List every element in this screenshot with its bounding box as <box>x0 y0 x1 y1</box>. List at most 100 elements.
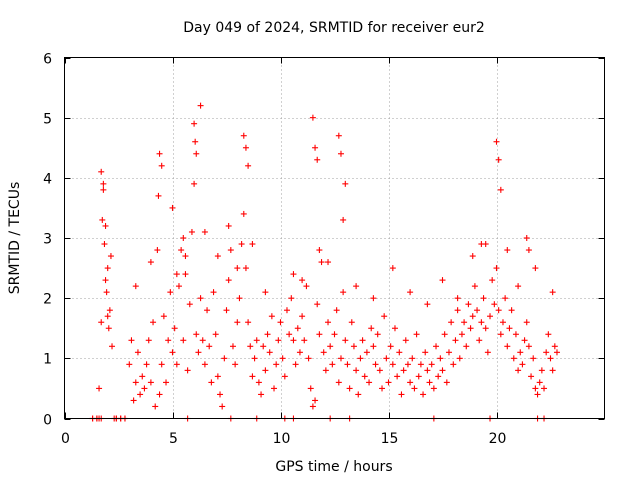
data-point <box>103 289 110 296</box>
data-point <box>106 307 113 314</box>
data-point <box>242 265 249 272</box>
data-point <box>109 343 116 350</box>
data-point <box>519 361 526 368</box>
data-point <box>214 373 221 380</box>
data-point <box>214 253 221 260</box>
data-point <box>104 265 111 272</box>
data-point <box>426 379 433 386</box>
data-point <box>169 349 176 356</box>
data-point <box>454 295 461 302</box>
x-tick-label: 15 <box>381 431 399 447</box>
data-point <box>301 337 308 344</box>
data-point <box>515 367 522 374</box>
data-point <box>385 379 392 386</box>
data-point <box>525 343 532 350</box>
data-point <box>355 391 362 398</box>
data-point <box>232 361 239 368</box>
data-point <box>197 295 204 302</box>
data-point <box>415 373 422 380</box>
data-point <box>305 355 312 362</box>
data-point <box>303 283 310 290</box>
data-point <box>277 319 284 326</box>
data-point <box>147 259 154 266</box>
data-point <box>523 235 530 241</box>
data-point <box>268 313 275 320</box>
data-point <box>437 355 444 362</box>
data-point <box>409 355 416 362</box>
data-point <box>435 373 442 380</box>
data-point <box>247 343 254 350</box>
data-point <box>363 349 370 356</box>
data-point <box>452 337 459 344</box>
data-point <box>340 216 347 223</box>
data-point <box>480 295 487 302</box>
data-point <box>128 337 135 344</box>
data-point <box>160 313 167 320</box>
data-point <box>521 337 528 344</box>
data-point <box>532 385 539 392</box>
data-point <box>400 367 407 374</box>
data-point <box>299 277 306 284</box>
data-point <box>98 168 105 175</box>
y-tick-label: 0 <box>43 413 52 429</box>
data-point <box>195 349 202 356</box>
data-point <box>508 307 515 314</box>
data-point <box>445 349 452 356</box>
data-point <box>242 144 249 151</box>
data-point <box>515 283 522 290</box>
data-point <box>361 373 368 380</box>
data-point <box>342 180 349 187</box>
data-point <box>240 210 247 217</box>
data-point <box>199 337 206 344</box>
data-point <box>156 391 163 398</box>
data-point <box>169 204 176 211</box>
data-point <box>394 373 401 380</box>
data-point <box>389 265 396 272</box>
data-point <box>495 156 502 163</box>
data-point <box>139 373 146 380</box>
data-point <box>292 361 299 368</box>
data-point <box>167 289 174 296</box>
data-point <box>549 289 556 296</box>
data-point <box>191 120 198 127</box>
y-tick-label: 3 <box>43 232 52 248</box>
data-point <box>188 228 195 235</box>
data-point <box>448 319 455 326</box>
data-point <box>443 379 450 386</box>
y-tick-label: 4 <box>43 172 52 188</box>
data-point <box>210 289 217 296</box>
data-point <box>422 349 429 356</box>
data-point <box>171 325 178 332</box>
data-point <box>236 295 243 302</box>
data-point <box>413 331 420 338</box>
x-tick-label: 0 <box>61 431 70 447</box>
data-point <box>350 343 357 350</box>
data-point <box>504 343 511 350</box>
data-point <box>245 162 252 169</box>
data-point <box>370 343 377 350</box>
data-point <box>180 235 187 241</box>
data-point <box>335 379 342 386</box>
data-point <box>260 343 267 350</box>
data-point <box>517 349 524 356</box>
data-point <box>238 241 245 248</box>
data-point <box>534 391 541 398</box>
data-point <box>331 331 338 338</box>
data-point <box>147 379 154 386</box>
data-point <box>532 265 539 272</box>
data-point <box>407 379 414 386</box>
data-point <box>541 385 548 392</box>
data-point <box>510 355 517 362</box>
data-point <box>208 379 215 386</box>
data-point <box>320 349 327 356</box>
data-point <box>407 289 414 296</box>
data-point <box>309 114 316 121</box>
data-point <box>314 301 321 308</box>
data-point <box>428 361 435 368</box>
y-tick-label: 1 <box>43 352 52 368</box>
data-point <box>370 295 377 302</box>
data-point <box>290 337 297 344</box>
data-point <box>143 361 150 368</box>
data-point <box>525 247 532 254</box>
data-point <box>374 331 381 338</box>
